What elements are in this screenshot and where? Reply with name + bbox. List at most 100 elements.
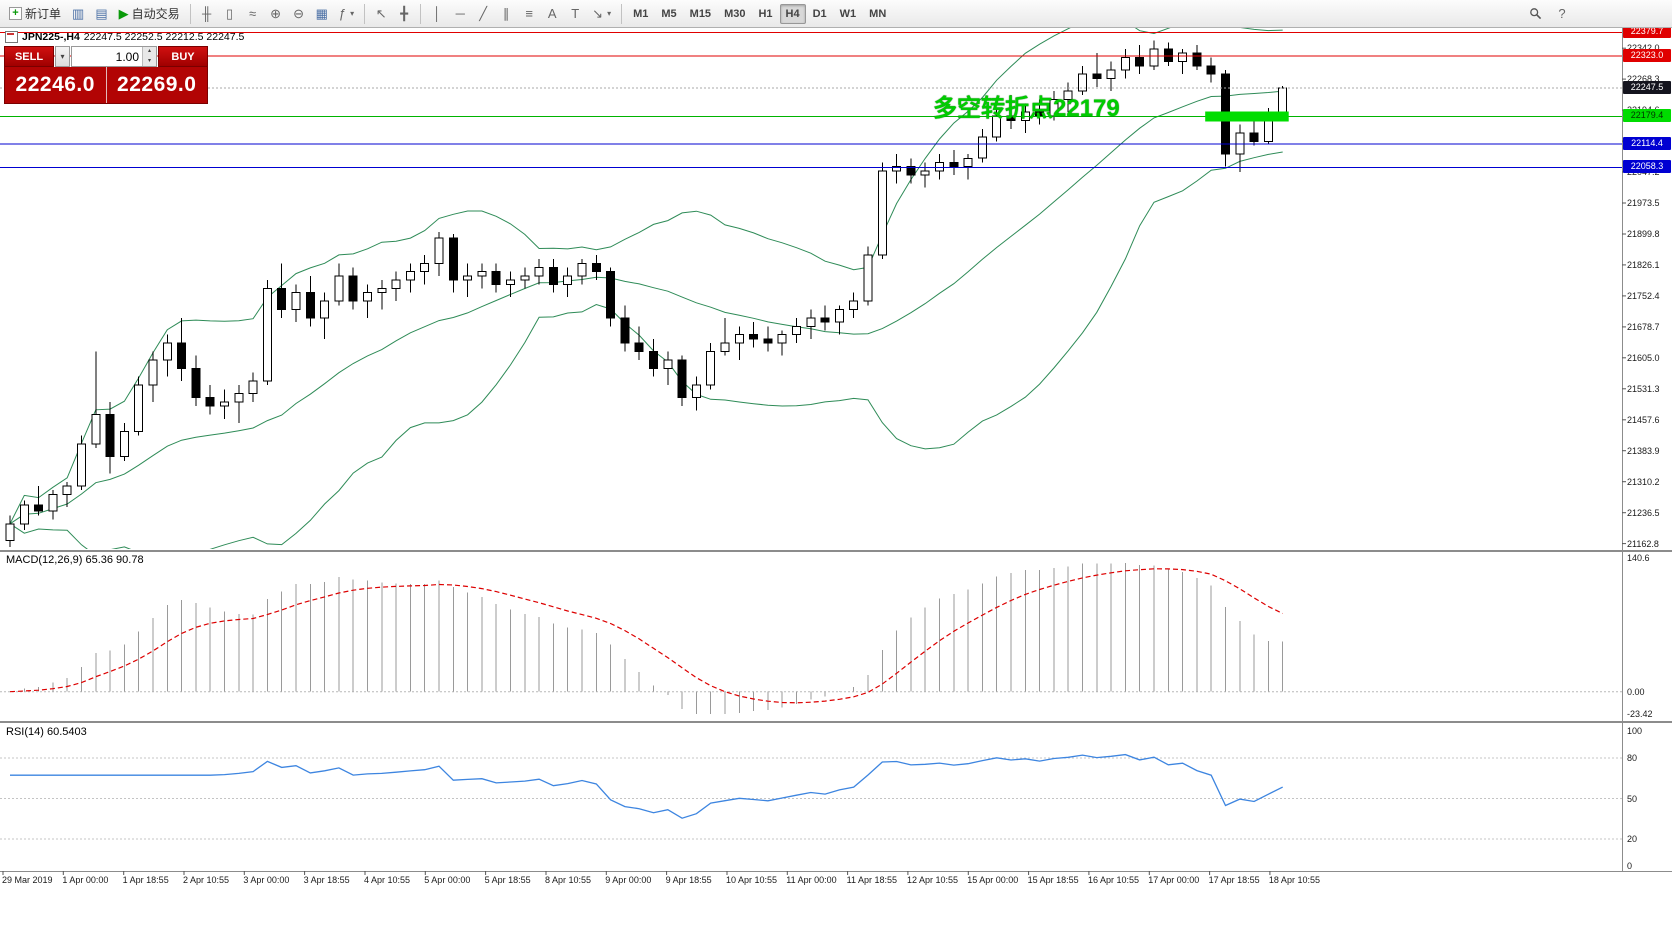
time-axis-label: 1 Apr 00:00: [62, 875, 109, 885]
macd-axis-label: -23.42: [1627, 709, 1653, 719]
timeframe-d1-button[interactable]: D1: [807, 4, 833, 24]
text-tool-icon: A: [547, 6, 557, 21]
volume-decrease-button[interactable]: ▾: [143, 56, 156, 66]
fibonacci-icon: ≡: [525, 6, 533, 21]
time-axis-label: 12 Apr 10:55: [906, 875, 958, 885]
buy-price[interactable]: 22269.0: [117, 73, 197, 96]
search-button[interactable]: [1524, 3, 1547, 25]
cursor-icon: ↖: [375, 6, 387, 21]
text-tool-button[interactable]: A: [541, 3, 563, 25]
arrows-tool-button[interactable]: ↘ ▾: [587, 3, 616, 25]
price-axis-label: 21236.5: [1627, 507, 1660, 518]
price-axis-label: 21162.8: [1627, 538, 1659, 549]
timeframe-m5-button[interactable]: M5: [655, 4, 682, 24]
candlestick-icon: ▯: [226, 6, 234, 21]
time-axis-label: 15 Apr 18:55: [1027, 875, 1079, 885]
timeframe-group: M1 M5 M15 M30 H1 H4 D1 W1 MN: [627, 3, 892, 24]
time-axis-label: 3 Apr 18:55: [303, 875, 350, 885]
indicators-button[interactable]: ƒ ▾: [334, 3, 359, 25]
rsi-panel-label: RSI(14) 60.5403: [6, 726, 87, 738]
crosshair-icon: ╋: [400, 6, 409, 21]
time-axis-label: 9 Apr 18:55: [665, 875, 712, 885]
zoom-out-button[interactable]: ⊖: [288, 3, 310, 25]
buy-button[interactable]: BUY: [158, 46, 208, 67]
candlestick-chart-type-button[interactable]: ▯: [219, 3, 241, 25]
label-tool-button[interactable]: T: [564, 3, 586, 25]
toolbar-right-group: ?: [1524, 3, 1573, 25]
price-axis-label: 22268.3: [1627, 74, 1660, 85]
time-axis-label: 29 Mar 2019: [2, 875, 53, 885]
profiles-button[interactable]: ▤: [90, 3, 112, 25]
vertical-line-icon: │: [433, 6, 442, 21]
time-axis-label: 8 Apr 10:55: [544, 875, 592, 885]
horizontal-line-tool-button[interactable]: ─: [449, 3, 471, 25]
time-axis-label: 18 Apr 10:55: [1268, 875, 1320, 885]
chevron-down-icon: ▾: [350, 9, 355, 18]
new-order-label: 新订单: [25, 7, 62, 21]
timeframe-h1-button[interactable]: H1: [752, 4, 778, 24]
price-axis-label: 21826.1: [1627, 259, 1660, 270]
horizontal-line-icon: ─: [455, 6, 465, 21]
autotrading-label: 自动交易: [131, 7, 180, 21]
vertical-line-tool-button[interactable]: │: [426, 3, 448, 25]
toolbar-separator: [420, 3, 422, 24]
timeframe-m30-button[interactable]: M30: [718, 4, 751, 24]
rsi-axis-label: 100: [1627, 726, 1643, 736]
time-axis-label: 11 Apr 00:00: [786, 875, 837, 885]
time-axis-label: 9 Apr 00:00: [605, 875, 652, 885]
volume-input[interactable]: [72, 47, 142, 66]
price-axis-label: 21531.3: [1627, 383, 1660, 394]
sell-button[interactable]: SELL: [4, 46, 54, 67]
timeframe-mn-button[interactable]: MN: [863, 4, 892, 24]
time-axis-label: 5 Apr 00:00: [424, 875, 471, 885]
autotrading-button[interactable]: ▶ 自动交易: [114, 3, 185, 25]
label-tool-icon: T: [571, 6, 580, 21]
timeframe-w1-button[interactable]: W1: [834, 4, 863, 24]
trendline-tool-button[interactable]: ╱: [472, 3, 494, 25]
macd-axis-label: 140.6: [1627, 553, 1650, 563]
channel-tool-button[interactable]: ∥: [495, 3, 517, 25]
fibonacci-tool-button[interactable]: ≡: [518, 3, 540, 25]
search-icon: [1530, 8, 1542, 20]
channel-icon: ∥: [502, 6, 510, 21]
price-badge: 22247.5: [1623, 80, 1671, 94]
time-axis-label: 4 Apr 10:55: [363, 875, 411, 885]
price-axis-label: 21457.6: [1627, 414, 1660, 425]
bar-chart-type-button[interactable]: ╫: [196, 3, 218, 25]
timeframe-m1-button[interactable]: M1: [627, 4, 654, 24]
timeframe-m15-button[interactable]: M15: [684, 4, 717, 24]
help-button[interactable]: ?: [1551, 3, 1573, 25]
volume-increase-button[interactable]: ▴: [143, 47, 156, 57]
toolbar-separator: [364, 3, 366, 24]
rsi-axis-label: 20: [1627, 834, 1638, 844]
new-order-button[interactable]: + 新订单: [4, 3, 66, 25]
timeframe-h4-button[interactable]: H4: [779, 3, 806, 24]
time-axis-label: 1 Apr 18:55: [122, 875, 169, 885]
arrows-icon: ↘: [592, 6, 604, 21]
tile-windows-icon: ▦: [315, 6, 328, 21]
chart-ohlc-values: 22247.5 22252.5 22212.5 22247.5: [83, 31, 245, 43]
price-axis-label: 21605.0: [1627, 352, 1660, 363]
macd-axis-label: 0.00: [1627, 686, 1645, 697]
time-axis-label: 16 Apr 10:55: [1087, 875, 1139, 885]
line-chart-type-button[interactable]: ≈: [242, 3, 264, 25]
cursor-tool-button[interactable]: ↖: [370, 3, 392, 25]
zoom-out-icon: ⊖: [293, 6, 305, 21]
line-chart-icon: ≈: [249, 6, 257, 21]
zoom-in-button[interactable]: ⊕: [265, 3, 287, 25]
crosshair-tool-button[interactable]: ╋: [393, 3, 415, 25]
price-axis-label: 21383.9: [1627, 445, 1660, 456]
help-icon: ?: [1558, 6, 1566, 21]
pivot-annotation-text: 多空转折点22179: [933, 95, 1120, 122]
tile-windows-button[interactable]: ▦: [311, 3, 333, 25]
price-badge: 22323.0: [1623, 49, 1671, 63]
bar-chart-icon: ╫: [202, 6, 212, 21]
charts-button[interactable]: ▥: [67, 3, 89, 25]
chart-window-icon: [5, 31, 18, 43]
sell-price[interactable]: 22246.0: [5, 67, 107, 103]
zoom-in-icon: ⊕: [270, 6, 282, 21]
time-axis-label: 17 Apr 00:00: [1148, 875, 1200, 885]
time-axis-label: 17 Apr 18:55: [1208, 875, 1260, 885]
order-type-dropdown[interactable]: ▾: [55, 46, 70, 67]
